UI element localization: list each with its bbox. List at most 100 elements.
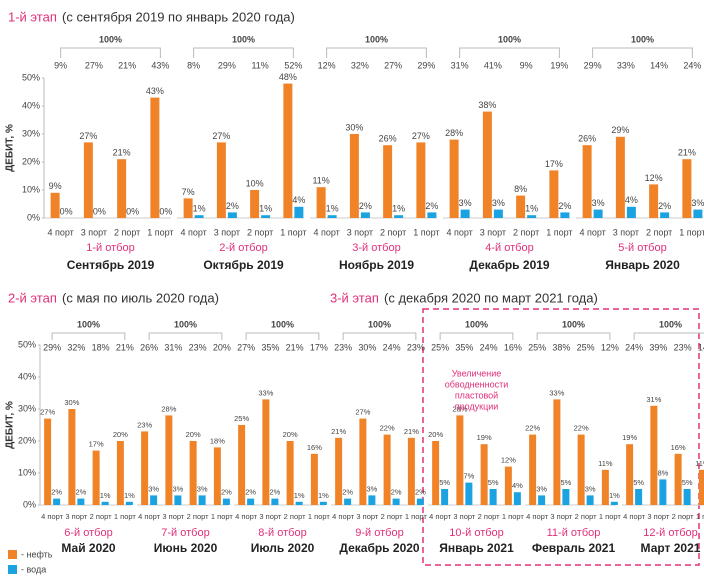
y-tick-label: 50% <box>18 339 36 349</box>
bar <box>316 187 326 218</box>
bar <box>560 212 570 218</box>
bar <box>150 97 160 218</box>
stage-period: (с декабря 2020 по март 2021 года) <box>384 290 598 305</box>
bar <box>327 215 337 218</box>
bar <box>183 198 193 218</box>
x-tick-label: 3 порт <box>356 512 378 521</box>
bar <box>344 498 352 505</box>
value-label: 12% <box>645 173 663 183</box>
share-bracket <box>633 332 704 340</box>
share-label: 14% <box>650 60 668 70</box>
share-total: 100% <box>365 34 388 44</box>
x-tick-label: 4 порт <box>47 227 73 237</box>
stage-label: 1-й этап <box>8 9 57 24</box>
bar <box>683 489 691 505</box>
value-label: 17% <box>89 440 104 449</box>
y-tick-label: 20% <box>22 156 40 166</box>
x-tick-label: 2 порт <box>381 512 403 521</box>
share-label: 12% <box>318 60 336 70</box>
x-tick-label: 4 порт <box>623 512 645 521</box>
value-label: 7% <box>463 472 474 481</box>
bar <box>189 441 197 505</box>
value-label: 3% <box>691 198 704 208</box>
share-label: 39% <box>649 342 667 352</box>
share-label: 21% <box>286 342 304 352</box>
y-tick-label: 0% <box>27 212 40 222</box>
bar <box>262 399 270 505</box>
month-label: Октябрь 2019 <box>203 258 284 272</box>
value-label: 5% <box>560 478 571 487</box>
value-label: 5% <box>682 478 693 487</box>
share-bracket <box>439 332 514 340</box>
month-label: Июнь 2020 <box>154 541 218 555</box>
bar <box>626 444 634 505</box>
bar <box>407 437 415 505</box>
share-label: 38% <box>552 342 570 352</box>
bar <box>310 453 318 505</box>
value-label: 26% <box>578 134 596 144</box>
bar <box>383 145 393 218</box>
share-label: 24% <box>383 342 401 352</box>
value-label: 3% <box>148 484 159 493</box>
share-total: 100% <box>271 319 294 329</box>
value-label: 2% <box>221 488 232 497</box>
bar <box>626 206 636 218</box>
bar <box>549 170 559 218</box>
x-tick-label: 2 порт <box>646 227 672 237</box>
selection-label: 8-й отбор <box>258 527 306 539</box>
y-tick-label: 20% <box>18 435 36 445</box>
x-tick-label: 1 порт <box>502 512 524 521</box>
bar <box>577 434 585 505</box>
value-label: 3% <box>592 198 605 208</box>
bar <box>247 498 255 505</box>
value-label: 20% <box>283 430 298 439</box>
stage-label: 2-й этап <box>8 290 57 305</box>
month-label: Декабрь 2020 <box>339 541 420 555</box>
value-label: 30% <box>345 122 363 132</box>
bar <box>198 495 206 505</box>
value-label: 16% <box>671 443 686 452</box>
x-tick-label: 3 порт <box>647 512 669 521</box>
value-label: 31% <box>646 395 661 404</box>
value-label: 27% <box>355 408 370 417</box>
value-label: 22% <box>380 424 395 433</box>
bar <box>92 450 100 505</box>
selection-label: 6-й отбор <box>64 527 112 539</box>
value-label: 27% <box>412 131 430 141</box>
selection-label: 5-й отбор <box>618 242 666 254</box>
x-tick-label: 2 порт <box>90 512 112 521</box>
legend-swatch <box>8 550 17 559</box>
bar <box>538 495 546 505</box>
share-label: 25% <box>431 342 449 352</box>
value-label: 3% <box>366 484 377 493</box>
value-label: 3% <box>459 198 472 208</box>
value-label: 2% <box>558 201 571 211</box>
share-label: 33% <box>617 60 635 70</box>
bar <box>649 184 659 218</box>
value-label: 20% <box>186 430 201 439</box>
y-tick-label: 40% <box>18 371 36 381</box>
value-label: 12% <box>501 456 516 465</box>
value-label: 2% <box>391 488 402 497</box>
share-label: 27% <box>237 342 255 352</box>
bar <box>77 498 85 505</box>
value-label: 0% <box>93 206 106 216</box>
share-bracket <box>51 332 126 340</box>
bar <box>504 466 512 505</box>
value-label: 1% <box>326 204 339 214</box>
y-tick-label: 50% <box>22 72 40 82</box>
x-tick-label: 3 порт <box>65 512 87 521</box>
share-label: 24% <box>625 342 643 352</box>
y-tick-label: 10% <box>18 467 36 477</box>
bar <box>416 142 426 218</box>
value-label: 3% <box>197 484 208 493</box>
y-tick-label: 10% <box>22 184 40 194</box>
selection-label: 11-й отбор <box>547 527 601 539</box>
value-label: 27% <box>79 131 97 141</box>
share-label: 31% <box>164 342 182 352</box>
x-tick-label: 3 порт <box>550 512 572 521</box>
x-tick-label: 4 порт <box>446 227 472 237</box>
month-label: Ноябрь 2019 <box>339 258 414 272</box>
share-total: 100% <box>659 319 682 329</box>
value-label: 21% <box>404 427 419 436</box>
